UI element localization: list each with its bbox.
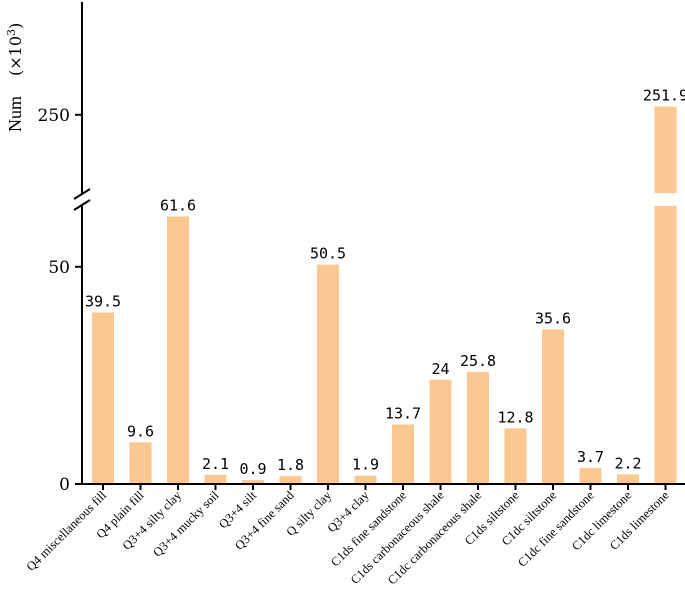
data-label: 24 xyxy=(431,360,449,378)
axis-break-mark-lower xyxy=(73,199,91,211)
bar xyxy=(617,474,639,484)
bar xyxy=(542,329,564,484)
bar xyxy=(654,206,677,484)
y-axis-title: Num (×103) xyxy=(5,23,25,132)
bar xyxy=(279,476,302,484)
bar xyxy=(354,475,377,484)
x-tick-label: Q3+4 mucky soil xyxy=(150,488,222,560)
bar xyxy=(429,379,452,484)
y-tick-label: 0 xyxy=(59,475,70,495)
data-label: 2.2 xyxy=(614,454,641,472)
y-axis-unit: (×103) xyxy=(5,23,25,76)
y-tick-label: 250 xyxy=(38,106,70,126)
data-label: 1.9 xyxy=(352,456,379,474)
data-label: 39.5 xyxy=(85,292,121,310)
data-labels: 39.5 9.6 61.6 2.1 0.9 1.8 50.5 1.9 13.7 24 25.8 12.… xyxy=(85,87,685,479)
bar xyxy=(317,264,339,484)
data-label: 251.9 xyxy=(643,87,685,105)
axis-break-mark-upper xyxy=(73,188,91,200)
data-label: 25.8 xyxy=(460,352,496,370)
bar xyxy=(504,428,527,484)
data-label: 0.9 xyxy=(239,460,266,478)
bar xyxy=(92,312,114,484)
data-label: 35.6 xyxy=(535,309,571,327)
y-axis-label: Num xyxy=(5,96,25,132)
bar xyxy=(204,474,227,484)
data-label: 2.1 xyxy=(202,455,229,473)
y-tick-label: 50 xyxy=(48,258,70,278)
data-label: 3.7 xyxy=(577,448,604,466)
data-label: 1.8 xyxy=(277,456,304,474)
bar xyxy=(242,480,264,484)
bar xyxy=(129,442,152,484)
data-label: 50.5 xyxy=(310,245,346,263)
y-axis: 0 50 250 xyxy=(38,2,91,495)
data-label: 61.6 xyxy=(160,196,196,214)
data-label: 9.6 xyxy=(127,422,154,440)
bar xyxy=(167,216,189,485)
data-label: 12.8 xyxy=(497,408,533,426)
bar xyxy=(467,371,489,484)
bars xyxy=(92,106,677,485)
bar xyxy=(392,424,414,484)
bar-upper-segment xyxy=(654,106,677,193)
bar xyxy=(579,467,602,484)
data-label: 13.7 xyxy=(385,404,421,422)
